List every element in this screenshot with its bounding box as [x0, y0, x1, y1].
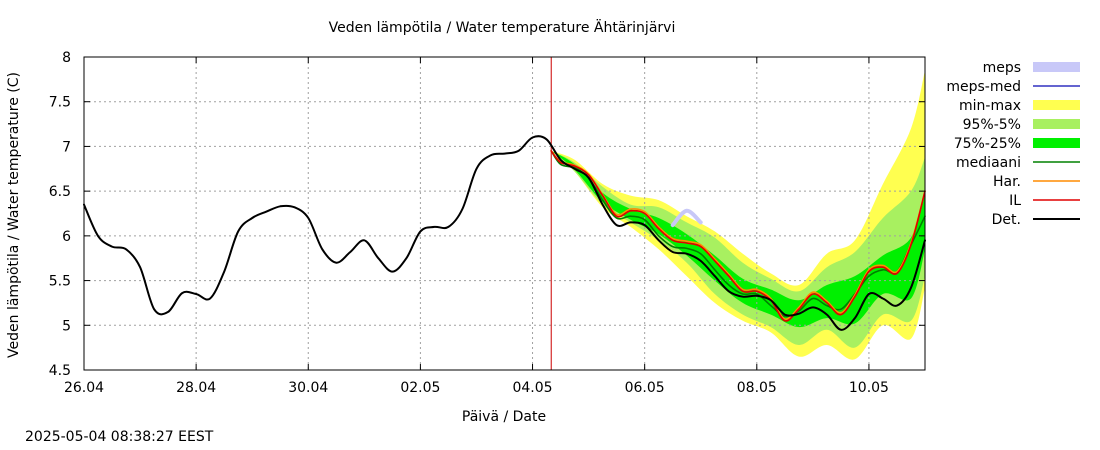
x-tick-label: 30.04 [288, 380, 328, 396]
y-axis-title: Veden lämpötila / Water temperature (C) [6, 72, 22, 358]
x-tick-label: 06.05 [625, 380, 665, 396]
y-tick-label: 5.5 [49, 274, 71, 290]
meps-line [670, 208, 703, 228]
legend-swatch-min-max [1033, 100, 1080, 110]
legend-label-min-max: min-max [959, 98, 1021, 114]
y-tick-label: 4.5 [49, 363, 71, 379]
legend-swatch-meps [1033, 62, 1080, 72]
timestamp: 2025-05-04 08:38:27 EEST [25, 429, 214, 445]
y-tick-label: 8 [62, 50, 71, 66]
x-tick-label: 04.05 [512, 380, 552, 396]
legend-label-meps: meps [983, 60, 1021, 76]
legend-swatch-95-5 [1033, 119, 1080, 129]
grid [84, 57, 925, 370]
x-axis-title: Päivä / Date [462, 409, 546, 425]
il-line [550, 150, 926, 322]
x-tick-label: 28.04 [176, 380, 216, 396]
y-tick-label: 5 [62, 318, 71, 334]
y-tick-label: 6.5 [49, 184, 71, 200]
x-tick-label: 10.05 [849, 380, 889, 396]
det-line [83, 135, 926, 331]
chart-title: Veden lämpötila / Water temperature Ähtä… [329, 18, 676, 36]
legend-label-meps-med: meps-med [946, 79, 1021, 95]
legend-label-har: Har. [993, 174, 1021, 190]
legend-label-il: IL [1009, 193, 1021, 209]
series-lines [83, 135, 926, 331]
x-tick-label: 26.04 [64, 380, 104, 396]
legend-swatch-75-25 [1033, 138, 1080, 148]
plot-frame [83, 56, 926, 371]
legend: meps meps-med min-max 95%-5% 75%-25% mediaani… [946, 60, 1080, 228]
legend-label-95-5: 95%-5% [963, 117, 1021, 133]
x-tick-label: 02.05 [400, 380, 440, 396]
y-tick-label: 6 [62, 229, 71, 245]
x-tick-label: 08.05 [737, 380, 777, 396]
axes: 26.04 28.04 30.04 02.05 04.05 06.05 08.05 10.05… [49, 50, 926, 396]
legend-label-det: Det. [992, 212, 1021, 228]
legend-label-75-25: 75%-25% [954, 136, 1021, 152]
legend-label-mediaani: mediaani [956, 155, 1021, 171]
y-tick-label: 7 [62, 139, 71, 155]
y-tick-label: 7.5 [49, 95, 71, 111]
